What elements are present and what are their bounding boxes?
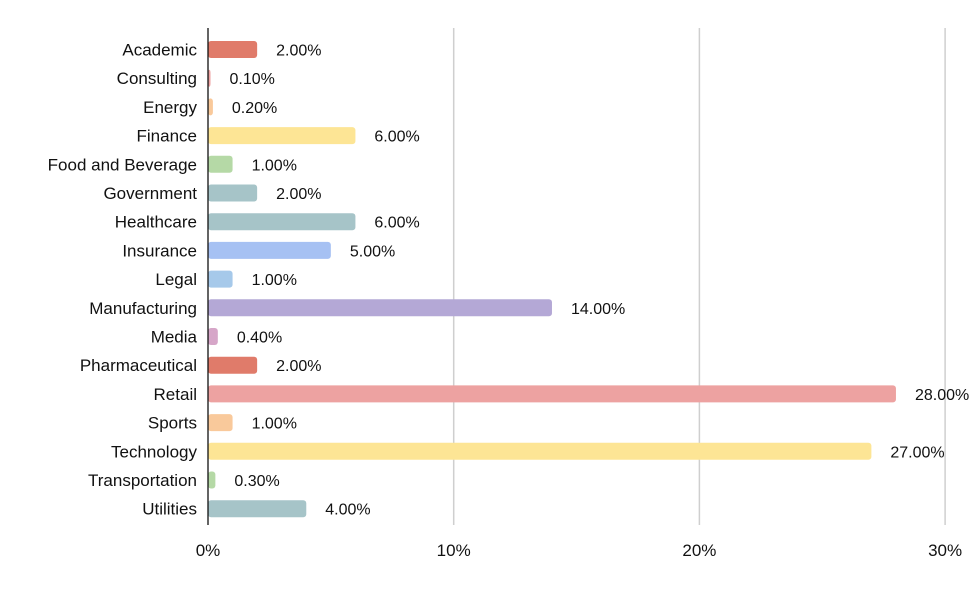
category-label: Retail	[154, 385, 197, 404]
value-label: 1.00%	[252, 416, 297, 433]
category-label: Finance	[137, 127, 197, 146]
bar-academic	[208, 41, 258, 58]
value-label: 0.40%	[237, 330, 282, 347]
category-label: Legal	[155, 270, 197, 289]
category-label: Food and Beverage	[48, 155, 197, 174]
bar-utilities	[208, 500, 307, 518]
bar-healthcare	[208, 213, 356, 231]
bar-manufacturing	[208, 299, 552, 317]
value-label: 1.00%	[252, 272, 297, 289]
value-label: 5.00%	[350, 243, 395, 260]
value-label: 6.00%	[374, 129, 419, 146]
x-tick-label: 10%	[437, 541, 471, 560]
value-label: 2.00%	[276, 358, 321, 375]
category-label: Consulting	[117, 69, 197, 88]
category-label: Transportation	[88, 471, 197, 490]
value-label: 27.00%	[890, 444, 944, 461]
value-label: 2.00%	[276, 43, 321, 60]
value-label: 28.00%	[915, 387, 969, 404]
bar-finance	[208, 127, 356, 145]
value-label: 0.10%	[230, 71, 275, 88]
value-label: 14.00%	[571, 301, 625, 318]
category-label: Academic	[122, 41, 197, 60]
category-label: Technology	[111, 442, 198, 461]
value-label: 0.30%	[234, 473, 279, 490]
category-label: Manufacturing	[89, 299, 197, 318]
value-label: 6.00%	[374, 215, 419, 232]
bar-government	[208, 184, 258, 202]
value-label: 1.00%	[252, 157, 297, 174]
value-label: 2.00%	[276, 186, 321, 203]
category-label: Government	[103, 184, 197, 203]
category-label: Energy	[143, 98, 197, 117]
x-tick-label: 30%	[928, 541, 962, 560]
bar-insurance	[208, 241, 331, 259]
bars-layer	[208, 41, 896, 518]
grid-layer	[452, 28, 946, 525]
bar-energy	[208, 98, 213, 116]
value-label: 4.00%	[325, 502, 370, 519]
x-tick-label: 20%	[682, 541, 716, 560]
labels-layer: Academic 2.00% Consulting 0.10% Energy 0.20% F…	[48, 41, 970, 519]
category-label: Utilities	[142, 500, 197, 519]
bar-retail	[208, 385, 896, 403]
bar-legal	[208, 270, 233, 288]
category-label: Insurance	[122, 241, 197, 260]
value-label: 0.20%	[232, 100, 277, 117]
bar-media	[208, 328, 218, 345]
category-label: Pharmaceutical	[80, 356, 197, 375]
bar-pharmaceutical	[208, 356, 258, 374]
x-axis-ticks: 0% 10% 20% 30%	[196, 541, 962, 560]
bar-food-and-beverage	[208, 155, 233, 173]
bar-technology	[208, 442, 872, 460]
category-label: Healthcare	[115, 213, 197, 232]
bar-transportation	[208, 471, 216, 489]
x-tick-label: 0%	[196, 541, 221, 560]
bar-sports	[208, 414, 233, 432]
category-label: Sports	[148, 414, 197, 433]
category-label: Media	[151, 328, 198, 347]
